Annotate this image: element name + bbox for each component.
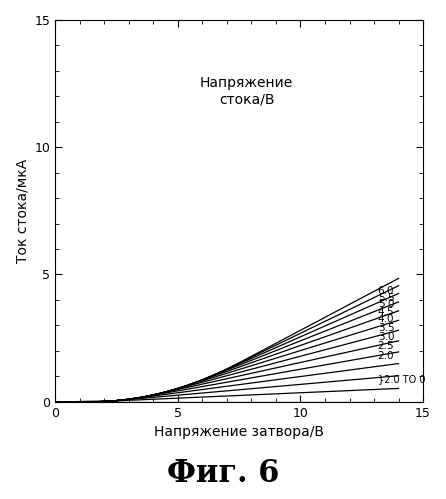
Text: }2.0 TO 0: }2.0 TO 0	[378, 374, 425, 384]
Text: Фиг. 6: Фиг. 6	[167, 458, 279, 489]
Text: 3.5: 3.5	[378, 323, 394, 333]
Text: 2.5: 2.5	[378, 341, 394, 351]
Text: 4.5: 4.5	[378, 307, 394, 317]
Text: 5.0: 5.0	[378, 299, 394, 309]
Text: 4.0: 4.0	[378, 314, 394, 324]
Text: 3.0: 3.0	[378, 332, 394, 342]
Y-axis label: Ток стока/мкА: Ток стока/мкА	[15, 159, 29, 263]
Text: 2.0: 2.0	[378, 351, 394, 361]
Text: 5.5: 5.5	[378, 292, 394, 302]
Text: 6.0: 6.0	[378, 286, 394, 296]
Text: Напряжение
стока/В: Напряжение стока/В	[200, 76, 293, 106]
X-axis label: Напряжение затвора/В: Напряжение затвора/В	[154, 425, 324, 439]
